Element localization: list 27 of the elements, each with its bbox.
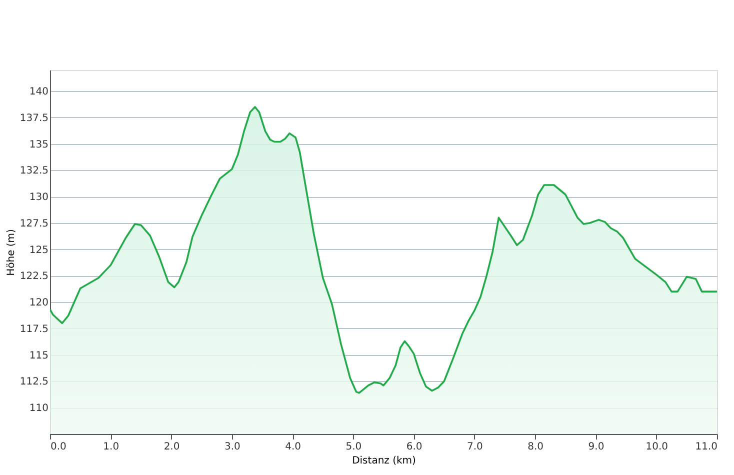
y-axis-title: Höhe (m) (6, 228, 17, 276)
y-tick-label: 140 (29, 86, 48, 98)
y-tick-label: 122.5 (20, 271, 48, 282)
x-tick-label: 7.0 (467, 442, 483, 452)
x-tick-label: 6.0 (406, 442, 422, 452)
x-axis-title: Distanz (km) (352, 456, 416, 466)
y-tick-label: 137.5 (20, 112, 48, 124)
y-tick-label: 132.5 (20, 166, 48, 177)
x-tick-label: 11.0 (695, 442, 718, 452)
x-tick-label: 1.0 (103, 442, 120, 452)
y-tick-label: 125 (29, 244, 48, 256)
y-tick-label: 110 (29, 403, 48, 414)
x-tick-label: 8.0 (528, 442, 544, 452)
x-tick-label: 4.0 (285, 442, 301, 452)
x-tick-label: 0.0 (50, 442, 66, 452)
x-tick-label: 2.0 (164, 442, 180, 452)
x-tick-label: 5.0 (346, 442, 362, 452)
y-tick-label: 135 (29, 139, 48, 150)
x-tick-label: 9.0 (588, 442, 604, 452)
y-tick-label: 120 (29, 298, 48, 309)
y-tick-label: 127.5 (20, 218, 48, 230)
y-tick-label: 115 (29, 350, 48, 362)
x-tick-label: 10.0 (646, 442, 668, 452)
x-tick-label: 3.0 (224, 442, 240, 452)
y-tick-label: 130 (29, 192, 48, 204)
y-tick-label: 117.5 (20, 324, 48, 335)
y-tick-label: 112.5 (20, 376, 48, 388)
